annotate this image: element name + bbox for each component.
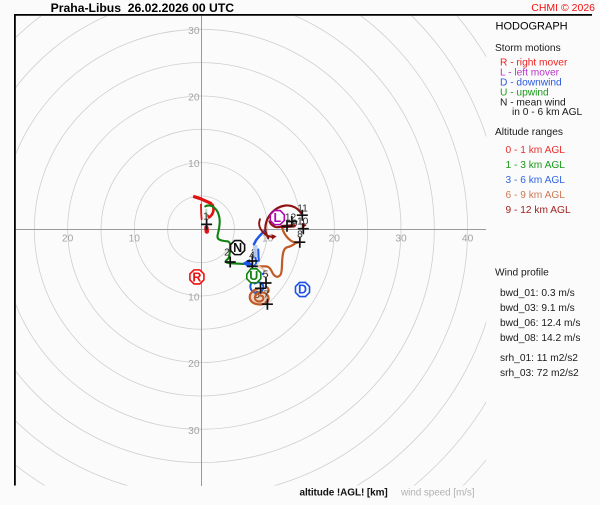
svg-text:26.02.2026 00 UTC: 26.02.2026 00 UTC	[128, 1, 235, 15]
svg-text:12: 12	[285, 213, 297, 224]
svg-text:U: U	[249, 269, 258, 283]
svg-text:wind speed [m/s]: wind speed [m/s]	[400, 488, 475, 499]
svg-text:R: R	[192, 270, 201, 284]
svg-text:30: 30	[188, 426, 200, 437]
svg-text:in 0 - 6 km AGL: in 0 - 6 km AGL	[512, 107, 583, 118]
svg-text:L - left mover: L - left mover	[500, 67, 560, 78]
svg-text:bwd_08: 14.2 m/s: bwd_08: 14.2 m/s	[500, 333, 580, 344]
svg-text:20: 20	[329, 233, 341, 244]
svg-text:U - upwind: U - upwind	[500, 87, 549, 98]
svg-text:1: 1	[203, 212, 209, 223]
svg-text:HODOGRAPH: HODOGRAPH	[496, 20, 568, 32]
svg-text:6 - 9 km AGL: 6 - 9 km AGL	[506, 190, 566, 201]
svg-text:bwd_06: 12.4 m/s: bwd_06: 12.4 m/s	[500, 318, 580, 329]
svg-text:Storm motions: Storm motions	[495, 43, 561, 54]
svg-text:8: 8	[297, 229, 303, 240]
svg-text:0 - 1 km AGL: 0 - 1 km AGL	[506, 145, 566, 156]
svg-text:2: 2	[224, 248, 230, 259]
svg-text:R - right mover: R - right mover	[500, 57, 568, 68]
svg-text:5: 5	[263, 270, 269, 281]
svg-text:30: 30	[188, 26, 200, 37]
svg-text:srh_01: 11 m2/s2: srh_01: 11 m2/s2	[500, 353, 578, 364]
svg-text:7: 7	[263, 289, 269, 300]
svg-text:9 - 12 km AGL: 9 - 12 km AGL	[506, 205, 571, 216]
svg-text:Praha-Libus: Praha-Libus	[51, 1, 122, 15]
svg-text:11: 11	[297, 204, 308, 215]
svg-text:20: 20	[188, 93, 200, 104]
svg-text:4: 4	[249, 251, 255, 262]
svg-text:srh_03: 72 m2/s2: srh_03: 72 m2/s2	[500, 368, 579, 379]
svg-text:3 - 6 km AGL: 3 - 6 km AGL	[506, 175, 566, 186]
svg-text:Altitude ranges: Altitude ranges	[495, 127, 563, 138]
svg-text:CHMI © 2026: CHMI © 2026	[531, 2, 595, 14]
svg-text:bwd_03: 9.1 m/s: bwd_03: 9.1 m/s	[500, 303, 575, 314]
svg-text:30: 30	[395, 233, 407, 244]
svg-text:40: 40	[462, 233, 474, 244]
svg-text:10: 10	[188, 159, 200, 170]
svg-text:10: 10	[129, 233, 141, 244]
svg-text:10: 10	[297, 217, 309, 228]
svg-text:9: 9	[292, 219, 298, 230]
svg-text:N - mean wind: N - mean wind	[500, 97, 566, 108]
svg-text:6: 6	[254, 290, 260, 301]
svg-text:20: 20	[188, 359, 200, 370]
svg-text:bwd_01: 0.3 m/s: bwd_01: 0.3 m/s	[500, 288, 575, 299]
svg-text:N: N	[233, 241, 242, 255]
svg-text:altitude !AGL! [km]: altitude !AGL! [km]	[300, 488, 388, 499]
svg-text:Wind profile: Wind profile	[495, 267, 549, 278]
svg-text:D - downwind: D - downwind	[500, 77, 562, 88]
svg-text:D: D	[298, 283, 307, 297]
svg-text:1 - 3 km AGL: 1 - 3 km AGL	[506, 160, 566, 171]
svg-text:L: L	[273, 211, 281, 225]
svg-text:10: 10	[188, 293, 200, 304]
svg-text:20: 20	[62, 233, 74, 244]
